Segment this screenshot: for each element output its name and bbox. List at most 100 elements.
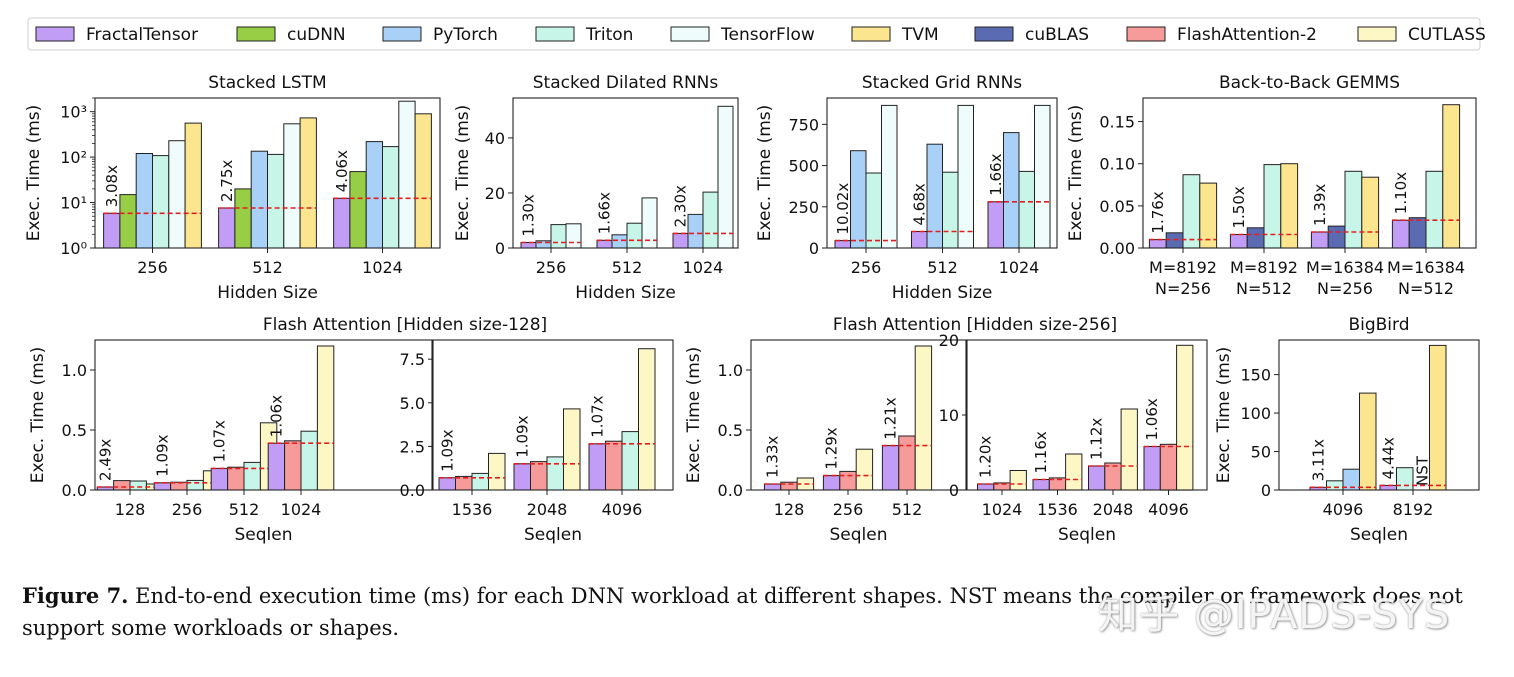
bar-tensorflow	[283, 123, 301, 249]
bar-fractaltensor	[672, 232, 689, 249]
bar-pytorch	[365, 141, 384, 249]
legend-label: cuBLAS	[1025, 25, 1089, 45]
chart-panel: 1.30x 256 1.66x 512 2.30x 1024 0 20 40 Stacked Di…	[453, 73, 739, 303]
bar-tensorflow	[1034, 104, 1051, 249]
chart-panel: 1.09x 1536 1.09x 2048 1.07x 4096 0.0 2.5 5.0 7.5 S…	[400, 339, 674, 545]
chart-panel: 1.76x M=8192 N=256 1.50x M=8192 N=512 1.39x M=1…	[1066, 73, 1477, 298]
chart-title: Flash Attention [Hidden size-128]	[263, 315, 547, 335]
bar-fractaltensor	[218, 207, 236, 249]
bar-triton	[300, 430, 318, 491]
bar-fractaltensor	[588, 443, 606, 491]
y-axis-label: Exec. Time (ms)	[28, 347, 48, 484]
x-tick-label: 256	[536, 258, 567, 277]
x-axis-label: Seqlen	[830, 525, 888, 545]
x-tick-label: 512	[252, 258, 283, 277]
bar-triton	[1344, 170, 1363, 249]
legend-frame	[27, 17, 1481, 51]
y-tick-label: 0.10	[1099, 155, 1135, 174]
bar-tvm	[1199, 182, 1218, 249]
chart-title: Stacked Grid RNNs	[862, 73, 1022, 93]
x-tick-label: 4096	[1323, 500, 1364, 519]
y-axis-label: Exec. Time (ms)	[755, 105, 775, 242]
speedup-label: 1.06x	[267, 395, 285, 437]
bar-tensorflow	[398, 100, 416, 249]
y-tick-label: 10	[939, 406, 959, 425]
speedup-label: 1.66x	[596, 192, 614, 234]
bar-pytorch	[1003, 132, 1020, 249]
bar-cublas	[1408, 217, 1427, 249]
bar-pytorch	[850, 150, 867, 249]
bar-tvm	[1361, 176, 1380, 249]
x-tick-label: N=256	[1155, 279, 1211, 298]
chart-title: Stacked LSTM	[208, 73, 326, 93]
legend-label: FractalTensor	[86, 25, 198, 45]
legend-item: FractalTensor	[35, 25, 198, 45]
bar-fractaltensor	[438, 477, 456, 491]
legend-swatch	[382, 26, 422, 42]
legend-label: cuDNN	[287, 25, 346, 45]
bar-fractaltensor	[834, 240, 851, 249]
bar-pytorch	[687, 213, 704, 249]
caption-label: Figure 7.	[22, 583, 129, 608]
x-tick-label: 1024	[683, 258, 724, 277]
chart-panel: 3.11x 4096 4.44x NST 8192 0 50 100 150 BigBird Seq…	[1214, 315, 1480, 545]
bar-triton	[1396, 467, 1414, 491]
x-tick-label: N=512	[1398, 279, 1454, 298]
bar-cutlass	[1176, 344, 1194, 491]
speedup-label: 1.39x	[1311, 184, 1329, 226]
y-tick-label: 2.5	[400, 437, 425, 456]
y-tick-label: 0	[495, 239, 505, 258]
bar-pytorch	[135, 153, 153, 249]
y-tick-label: 0.0	[718, 481, 743, 500]
legend-label: TVM	[901, 25, 939, 45]
bar-triton	[621, 431, 639, 491]
x-tick-label: 2048	[1093, 500, 1134, 519]
legend-swatch	[670, 26, 710, 42]
x-tick-label: 512	[892, 500, 923, 519]
y-tick-label: 0.05	[1099, 197, 1135, 216]
bar-tensorflow	[717, 105, 734, 249]
speedup-label: 1.20x	[977, 436, 995, 478]
figure-caption: Figure 7. End-to-end execution time (ms)…	[22, 580, 1492, 644]
bar-triton	[1182, 174, 1201, 249]
y-tick-label: 250	[788, 198, 819, 217]
speedup-label: 10.02x	[834, 183, 852, 235]
bar-cudnn	[119, 194, 137, 249]
bar-triton	[546, 456, 564, 491]
bar-triton	[267, 153, 285, 249]
y-tick-label: 50	[1251, 443, 1271, 462]
bar-fractaltensor	[596, 239, 613, 249]
speedup-label: 1.76x	[1149, 191, 1167, 233]
y-axis-label: Exec. Time (ms)	[24, 105, 44, 242]
y-tick-label: 100	[1240, 404, 1271, 423]
y-tick-label: 7.5	[400, 350, 425, 369]
x-tick-label: 512	[612, 258, 643, 277]
x-tick-label: 1024	[999, 258, 1040, 277]
bar-triton	[129, 480, 147, 491]
bar-triton	[550, 224, 567, 249]
y-tick-label: 150	[1240, 366, 1271, 385]
legend-item: cuDNN	[236, 25, 346, 45]
bar-tensorflow	[565, 223, 582, 249]
bar-flashattention-2	[839, 470, 857, 491]
speedup-label: 1.07x	[588, 395, 606, 437]
bar-fractaltensor	[520, 242, 537, 249]
chart-panel: 2.49x 128 1.09x 256 1.07x 512 1.06x 1024 0.0 0.5 1…	[28, 315, 547, 545]
caption-text: End-to-end execution time (ms) for each …	[22, 584, 1463, 640]
legend-label: TensorFlow	[720, 25, 815, 45]
bar-triton	[1263, 164, 1282, 249]
legend-label: Triton	[585, 25, 633, 45]
zhihu-watermark: 知乎 @IPADS-SYS	[1098, 592, 1451, 638]
legend-swatch	[1126, 26, 1166, 42]
bar-triton	[942, 171, 959, 249]
speedup-label: 1.29x	[823, 427, 841, 469]
x-tick-label: 128	[774, 500, 805, 519]
y-tick-label: 0	[949, 481, 959, 500]
x-tick-label: M=16384	[1306, 258, 1384, 277]
x-tick-label: 128	[115, 500, 146, 519]
speedup-label: 2.75x	[218, 160, 236, 202]
legend-swatch	[535, 26, 575, 42]
speedup-label: 1.30x	[520, 194, 538, 236]
y-axis-label: Exec. Time (ms)	[1066, 105, 1086, 242]
bar-cutlass	[316, 345, 335, 491]
